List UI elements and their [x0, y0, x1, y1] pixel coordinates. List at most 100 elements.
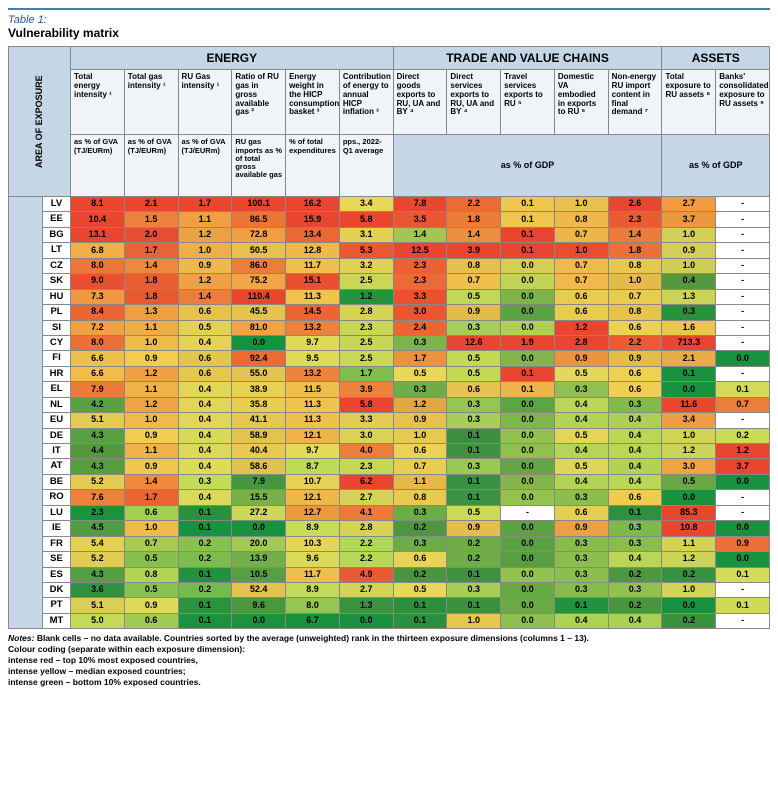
data-cell: 4.4	[71, 444, 125, 459]
data-cell: 0.6	[608, 366, 662, 381]
data-cell: 0.0	[501, 459, 555, 474]
table-row: SI7.21.10.581.013.22.32.40.30.01.20.61.6…	[9, 320, 770, 335]
data-cell: 0.2	[178, 552, 232, 567]
data-cell: 0.8	[608, 305, 662, 320]
column-header: Total gas intensity ¹	[124, 70, 178, 135]
data-cell: 10.4	[71, 212, 125, 227]
data-cell: 0.4	[608, 474, 662, 489]
data-cell: 0.5	[447, 505, 501, 520]
data-cell: 0.7	[393, 459, 447, 474]
notes-label: Notes:	[8, 633, 34, 643]
data-cell: 50.5	[232, 243, 286, 258]
country-code: PT	[43, 598, 71, 613]
data-cell: 1.6	[662, 320, 716, 335]
data-cell: 0.1	[716, 567, 770, 582]
table-row: EE10.41.51.186.515.95.83.51.80.10.82.33.…	[9, 212, 770, 227]
data-cell: 41.1	[232, 413, 286, 428]
data-cell: 11.3	[286, 289, 340, 304]
data-cell: 0.9	[124, 428, 178, 443]
data-cell: 0.5	[124, 582, 178, 597]
data-cell: 6.8	[71, 243, 125, 258]
country-code: BE	[43, 474, 71, 489]
data-cell: -	[716, 320, 770, 335]
data-cell: 0.9	[662, 243, 716, 258]
data-cell: 75.2	[232, 274, 286, 289]
column-header: Domestic VA embodied in exports to RU ⁶	[554, 70, 608, 135]
country-code: EL	[43, 382, 71, 397]
data-cell: 1.1	[124, 444, 178, 459]
data-cell: 0.0	[501, 413, 555, 428]
data-cell: 16.2	[286, 197, 340, 212]
data-cell: 40.4	[232, 444, 286, 459]
data-cell: 0.1	[662, 366, 716, 381]
data-cell: 0.1	[716, 382, 770, 397]
table-row: BG13.12.01.272.813.43.11.41.40.10.71.41.…	[9, 227, 770, 242]
data-cell: 35.8	[232, 397, 286, 412]
data-cell: 8.0	[71, 335, 125, 350]
data-cell: -	[716, 582, 770, 597]
data-cell: 0.5	[554, 366, 608, 381]
data-cell: 0.0	[662, 490, 716, 505]
column-header: Direct services exports to RU, UA and BY…	[447, 70, 501, 135]
data-cell: 1.0	[178, 243, 232, 258]
unit-header: as % of GVA (TJ/EURm)	[124, 135, 178, 197]
data-cell: -	[716, 289, 770, 304]
data-cell: 0.9	[124, 351, 178, 366]
data-cell: 0.2	[608, 598, 662, 613]
data-cell: 0.2	[178, 582, 232, 597]
data-cell: 2.5	[339, 335, 393, 350]
data-cell: 0.6	[554, 505, 608, 520]
data-cell: 9.7	[286, 444, 340, 459]
data-cell: 0.3	[447, 459, 501, 474]
data-cell: 11.3	[286, 413, 340, 428]
table-row: EL7.91.10.438.911.53.90.30.60.10.30.60.0…	[9, 382, 770, 397]
country-code: MT	[43, 613, 71, 628]
data-cell: 0.9	[608, 351, 662, 366]
data-cell: -	[716, 366, 770, 381]
unit-header: RU gas imports as % of total gross avail…	[232, 135, 286, 197]
data-cell: 92.4	[232, 351, 286, 366]
data-cell: 0.8	[393, 490, 447, 505]
data-cell: 3.5	[393, 212, 447, 227]
data-cell: 3.9	[447, 243, 501, 258]
data-cell: 0.4	[178, 382, 232, 397]
data-cell: 0.1	[447, 567, 501, 582]
data-cell: 2.7	[339, 490, 393, 505]
data-cell: 3.7	[662, 212, 716, 227]
data-cell: 12.7	[286, 505, 340, 520]
data-cell: 4.2	[71, 397, 125, 412]
notes-line: Blank cells – no data available. Countri…	[37, 633, 589, 643]
data-cell: -	[716, 258, 770, 273]
column-header: Travel services exports to RU ⁵	[501, 70, 555, 135]
data-cell: 1.3	[124, 305, 178, 320]
data-cell: 0.5	[178, 320, 232, 335]
data-cell: 0.4	[554, 397, 608, 412]
country-code: CY	[43, 335, 71, 350]
data-cell: 0.0	[501, 444, 555, 459]
data-cell: 13.1	[71, 227, 125, 242]
country-code: IE	[43, 521, 71, 536]
table-row: SK9.01.81.275.215.12.52.30.70.00.71.00.4…	[9, 274, 770, 289]
table-row: DK3.60.50.252.48.92.70.50.30.00.30.31.0-	[9, 582, 770, 597]
data-cell: -	[716, 335, 770, 350]
data-cell: 0.5	[447, 366, 501, 381]
data-cell: 0.0	[716, 552, 770, 567]
data-cell: 0.0	[501, 552, 555, 567]
data-cell: 0.0	[232, 335, 286, 350]
data-cell: 11.6	[662, 397, 716, 412]
data-cell: 3.7	[716, 459, 770, 474]
data-cell: 0.0	[501, 351, 555, 366]
data-cell: 0.0	[232, 613, 286, 628]
country-code: LV	[43, 197, 71, 212]
data-cell: 9.7	[286, 335, 340, 350]
data-cell: 0.0	[501, 598, 555, 613]
data-cell: 0.3	[554, 536, 608, 551]
data-cell: 1.0	[662, 428, 716, 443]
data-cell: 7.3	[71, 289, 125, 304]
data-cell: 0.3	[447, 397, 501, 412]
table-row: CZ8.01.40.986.011.73.22.30.80.00.70.81.0…	[9, 258, 770, 273]
data-cell: 2.3	[339, 320, 393, 335]
data-cell: 0.6	[178, 305, 232, 320]
data-cell: 12.5	[393, 243, 447, 258]
data-cell: -	[716, 243, 770, 258]
